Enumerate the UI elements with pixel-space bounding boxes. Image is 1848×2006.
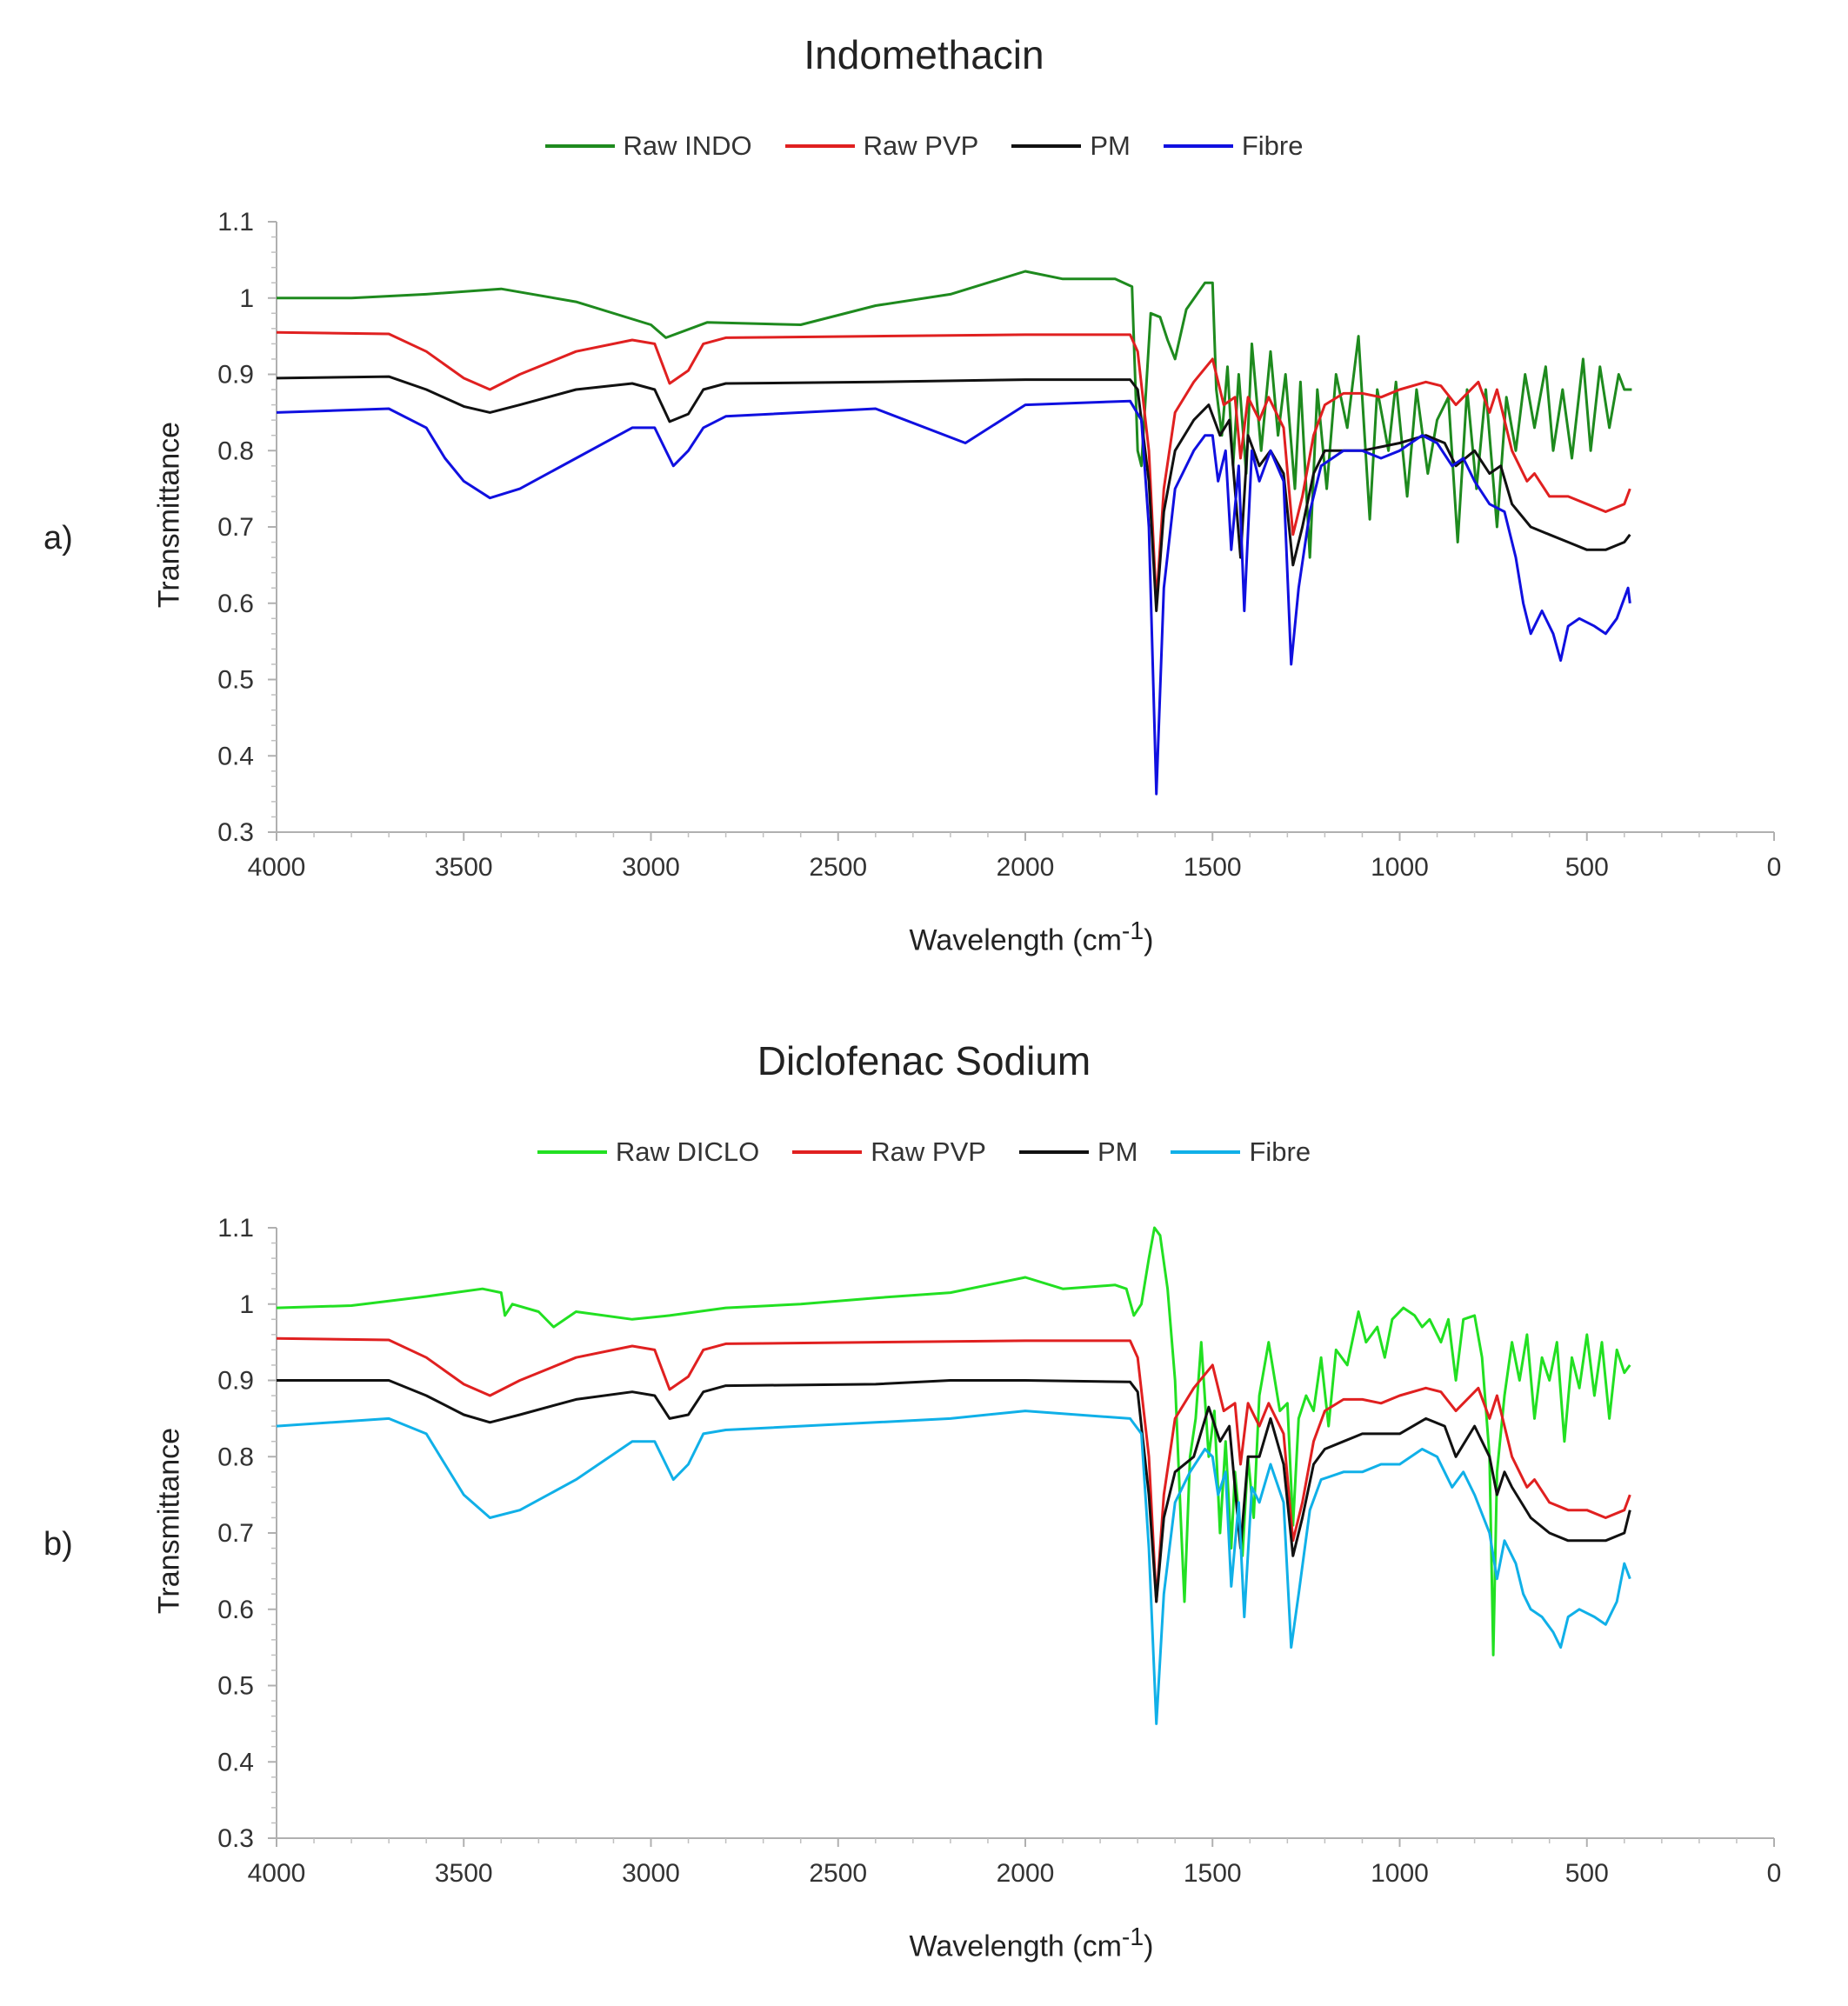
legend-swatch xyxy=(784,144,855,148)
x-tick-label: 4000 xyxy=(248,1859,306,1888)
series-line-raw-diclo xyxy=(276,1226,1631,1656)
legend-label: PM xyxy=(1097,1136,1138,1167)
legend-item: PM xyxy=(1011,130,1131,162)
x-axis-label-text: Wavelength (cm xyxy=(909,923,1122,957)
y-tick-label: 0.4 xyxy=(217,1748,254,1776)
x-tick-label: 2000 xyxy=(997,1859,1055,1888)
x-tick-label: 500 xyxy=(1565,1859,1609,1888)
series-line-pm xyxy=(277,1379,1631,1603)
legend-swatch xyxy=(544,144,615,148)
legend: Raw INDO Raw PVP PM Fibre xyxy=(0,130,1848,162)
x-tick-label: 0 xyxy=(1767,853,1782,882)
x-axis-label: Wavelength (cm-1) xyxy=(910,1923,1154,1963)
x-tick-label: 500 xyxy=(1565,853,1609,882)
x-axis-label: Wavelength (cm-1) xyxy=(910,917,1154,957)
series-line-fibre xyxy=(276,399,1631,796)
legend-label: PM xyxy=(1090,130,1131,161)
y-tick-label: 0.8 xyxy=(217,437,254,465)
panel-label: a) xyxy=(43,520,73,556)
x-axis-label-close: ) xyxy=(1144,1929,1154,1963)
series-line-fibre xyxy=(276,1410,1631,1725)
legend-label: Raw DICLO xyxy=(615,1136,760,1167)
x-axis-label-superscript: -1 xyxy=(1121,917,1144,945)
legend-item: Raw DICLO xyxy=(537,1136,759,1168)
y-tick-label: 0.6 xyxy=(217,1596,254,1624)
y-tick-label: 0.4 xyxy=(217,742,254,770)
x-tick-label: 3000 xyxy=(622,853,680,882)
legend-item: Raw INDO xyxy=(544,130,752,162)
legend-label: Fibre xyxy=(1249,1136,1311,1167)
y-tick-label: 1.1 xyxy=(217,208,254,237)
legend: Raw DICLO Raw PVP PM Fibre xyxy=(0,1136,1848,1168)
plot-area: 0.3 0.4 0.5 0.6 0.7 0.8 0.9 1 1.1 4000 3500 3000 250… xyxy=(217,208,1782,882)
series-line-raw-pvp xyxy=(276,330,1631,605)
x-tick-label: 1000 xyxy=(1371,1859,1429,1888)
legend-swatch xyxy=(1018,1150,1089,1154)
legend-swatch xyxy=(1011,144,1082,148)
legend-label: Raw INDO xyxy=(623,130,752,161)
x-tick-label: 4000 xyxy=(248,853,306,882)
chart-panel-b: Diclofenac Sodium Raw DICLO Raw PVP PM F… xyxy=(0,1006,1848,2006)
legend-label: Raw PVP xyxy=(871,1136,986,1167)
legend-swatch xyxy=(1171,1150,1241,1154)
series-line-pm xyxy=(276,375,1631,612)
y-tick-label: 0.9 xyxy=(217,1367,254,1396)
y-tick-label: 1 xyxy=(239,1290,254,1319)
y-tick-label: 0.7 xyxy=(217,513,254,542)
y-tick-label: 0.5 xyxy=(217,1672,254,1701)
y-tick-label: 0.5 xyxy=(217,666,254,695)
x-tick-label: 1500 xyxy=(1184,853,1242,882)
legend-label: Fibre xyxy=(1241,130,1304,161)
x-tick-label: 2500 xyxy=(809,1859,867,1888)
legend-label: Raw PVP xyxy=(863,130,979,161)
x-tick-label: 3500 xyxy=(435,1859,493,1888)
x-axis-label-superscript: -1 xyxy=(1121,1923,1144,1951)
legend-swatch xyxy=(1163,144,1233,148)
x-tick-label: 3000 xyxy=(622,1859,680,1888)
y-tick-label: 0.9 xyxy=(217,361,254,390)
series-line-raw-pvp xyxy=(276,1336,1631,1603)
y-tick-label: 0.6 xyxy=(217,590,254,618)
y-tick-label: 0.8 xyxy=(217,1443,254,1471)
y-tick-label: 1.1 xyxy=(217,1214,254,1243)
legend-item: Raw PVP xyxy=(784,130,979,162)
legend-item: Fibre xyxy=(1171,1136,1311,1168)
y-tick-label: 0.3 xyxy=(217,1824,254,1853)
x-tick-label: 1500 xyxy=(1184,1859,1242,1888)
legend-item: PM xyxy=(1018,1136,1138,1168)
y-tick-label: 0.7 xyxy=(217,1519,254,1548)
x-tick-label: 2500 xyxy=(809,853,867,882)
x-tick-label: 0 xyxy=(1767,1859,1782,1888)
x-axis-label-text: Wavelength (cm xyxy=(909,1929,1122,1963)
chart-panel-a: Indomethacin Raw INDO Raw PVP PM Fibre a… xyxy=(0,0,1848,1000)
x-tick-label: 3500 xyxy=(435,853,493,882)
panel-label: b) xyxy=(43,1526,73,1563)
legend-item: Fibre xyxy=(1163,130,1304,162)
x-axis-label-close: ) xyxy=(1144,923,1154,957)
legend-swatch xyxy=(792,1150,863,1154)
x-tick-label: 1000 xyxy=(1371,853,1429,882)
x-tick-label: 2000 xyxy=(997,853,1055,882)
legend-swatch xyxy=(537,1150,607,1154)
series-line-raw-indo xyxy=(277,270,1632,559)
chart-title: Diclofenac Sodium xyxy=(757,1038,1091,1083)
plot-area: 0.3 0.4 0.5 0.6 0.7 0.8 0.9 1 1.1 4000 3500 3000 250… xyxy=(217,1214,1782,1888)
chart-title: Indomethacin xyxy=(804,32,1044,77)
y-tick-label: 0.3 xyxy=(217,818,254,847)
legend-item: Raw PVP xyxy=(792,1136,986,1168)
y-tick-label: 1 xyxy=(239,284,254,313)
